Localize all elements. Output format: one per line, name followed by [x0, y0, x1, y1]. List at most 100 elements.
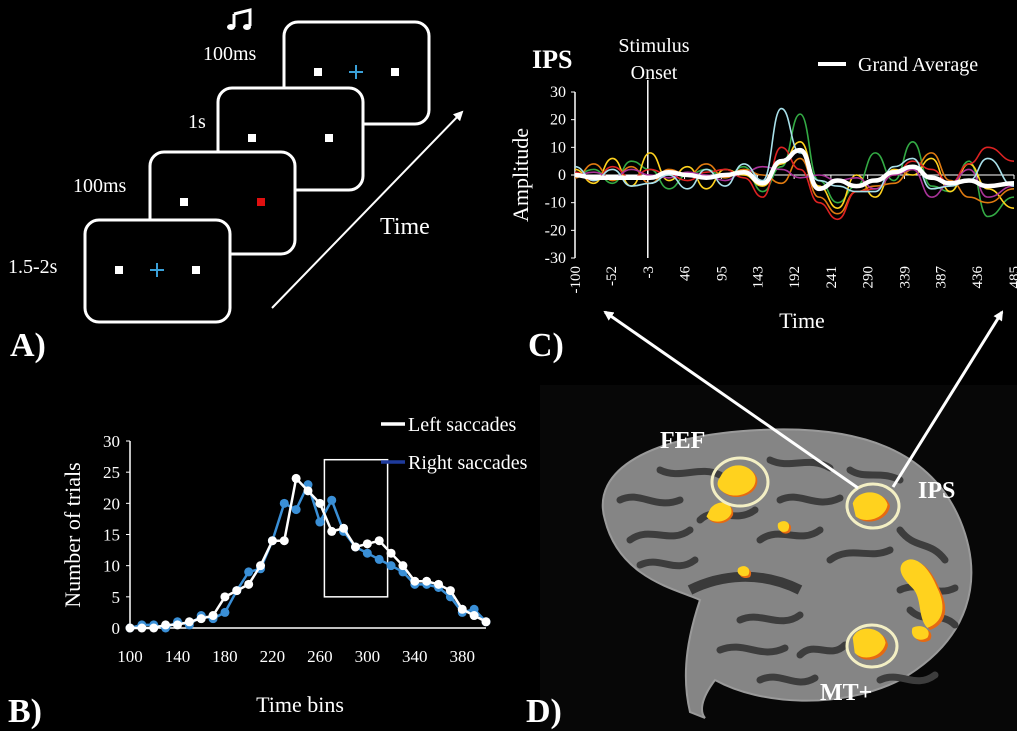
y-tick-label: 15: [103, 526, 120, 545]
activation-blob-core: [717, 465, 756, 496]
data-point-left: [184, 617, 194, 627]
y-axis-label: Number of trials: [60, 462, 85, 607]
panel-label-a: A): [10, 327, 46, 364]
sulcus: [736, 611, 804, 625]
right-placeholder: [391, 68, 399, 76]
activation-blob-core: [777, 521, 790, 532]
x-tick-label: 241: [824, 266, 840, 289]
sulcus: [756, 526, 824, 544]
y-tick-label: -20: [545, 222, 566, 239]
data-point-left: [386, 548, 396, 558]
y-tick-label: 25: [103, 463, 120, 482]
data-point-left: [350, 542, 360, 552]
sulcus: [636, 556, 699, 570]
activation-blob-core: [852, 492, 888, 520]
x-tick-label: 485: [1007, 266, 1017, 289]
target-dot: [257, 198, 265, 206]
data-point-left: [445, 586, 455, 596]
data-point-right: [315, 517, 325, 527]
data-point-right: [374, 554, 384, 564]
data-point-left: [303, 486, 313, 496]
data-point-left: [267, 536, 277, 546]
data-point-left: [434, 579, 444, 589]
data-point-right: [469, 604, 479, 614]
data-point-left: [279, 536, 289, 546]
x-tick-label: 220: [260, 647, 286, 666]
activation-blobs: [706, 465, 946, 660]
y-tick-label: 10: [550, 139, 566, 156]
data-point-right: [220, 607, 230, 617]
x-tick-label: -3: [641, 266, 657, 279]
activation-blob-core: [852, 628, 886, 658]
sulcus: [616, 493, 684, 507]
signal-title: IPS: [532, 45, 572, 74]
data-point-left: [457, 604, 467, 614]
y-tick-label: 0: [558, 167, 566, 184]
data-point-left: [149, 623, 159, 633]
music-note-icon: [227, 8, 252, 30]
frame-duration-label: 100ms: [203, 43, 257, 65]
ips-roi-circle: [845, 482, 901, 530]
note-head-right: [243, 24, 251, 30]
y-tick-label: 30: [103, 432, 120, 451]
activation-blob-core: [900, 559, 943, 628]
data-point-right: [386, 561, 396, 571]
y-tick-label: 0: [112, 619, 121, 638]
sulcus: [796, 641, 849, 659]
x-tick-label: 192: [787, 266, 803, 289]
sylvian-fissure: [687, 571, 803, 595]
time-label: Time: [380, 214, 430, 240]
frame-duration-label: 1.5-2s: [8, 256, 58, 278]
subject-trace-6: [574, 107, 1015, 193]
legend-label: Right saccades: [408, 452, 528, 474]
onset-label-line1: Stimulus: [618, 35, 689, 57]
left-placeholder: [180, 198, 188, 206]
data-point-left: [374, 536, 384, 546]
panel-label-c: C): [528, 327, 564, 364]
time-arrow: [271, 110, 464, 309]
data-point-left: [220, 592, 230, 602]
sulcus: [716, 643, 789, 656]
data-point-left: [172, 620, 182, 630]
onset-label-line2: Onset: [631, 62, 678, 84]
data-point-left: [327, 526, 337, 536]
data-point-left: [339, 523, 349, 533]
sulcus: [756, 673, 819, 686]
data-point-right: [291, 505, 301, 515]
x-tick-label: 387: [933, 266, 949, 289]
series-line-right: [129, 481, 487, 630]
panel-a-trial-sequence: 100ms 1s 100ms 1.5-2s Time: [8, 8, 464, 324]
y-axis-label: Amplitude: [508, 128, 533, 222]
x-tick-label: -52: [604, 266, 620, 286]
x-tick-label: 340: [402, 647, 428, 666]
arrow-ips-to-signal-left: [603, 310, 859, 490]
sulcus: [626, 526, 694, 544]
sulcus: [876, 671, 939, 685]
x-tick-label: 46: [678, 266, 694, 282]
legend-label-grand-average: Grand Average: [858, 54, 978, 76]
panel-label-b: B): [8, 693, 42, 730]
data-point-left: [469, 611, 479, 621]
panel-label-d: D): [526, 693, 562, 730]
x-axis-label: Time bins: [256, 692, 344, 717]
x-tick-label: 100: [117, 647, 143, 666]
x-axis-label: Time: [779, 308, 825, 333]
x-tick-label: 260: [307, 647, 333, 666]
legend-label: Left saccades: [408, 414, 516, 436]
sulcus: [826, 546, 894, 564]
right-placeholder: [325, 134, 333, 142]
data-point-left: [161, 620, 171, 630]
data-point-right: [362, 548, 372, 558]
activation-blob-core: [911, 626, 929, 640]
region-label-mt: MT+: [820, 680, 872, 706]
data-point-left: [398, 561, 408, 571]
right-placeholder: [192, 266, 200, 274]
data-point-left: [232, 586, 242, 596]
data-point-left: [208, 611, 218, 621]
x-tick-label: 140: [165, 647, 191, 666]
sulcus: [776, 493, 844, 506]
y-tick-label: 20: [550, 112, 566, 129]
arrow-ips-to-signal-right: [891, 310, 1004, 488]
data-point-left: [256, 561, 266, 571]
